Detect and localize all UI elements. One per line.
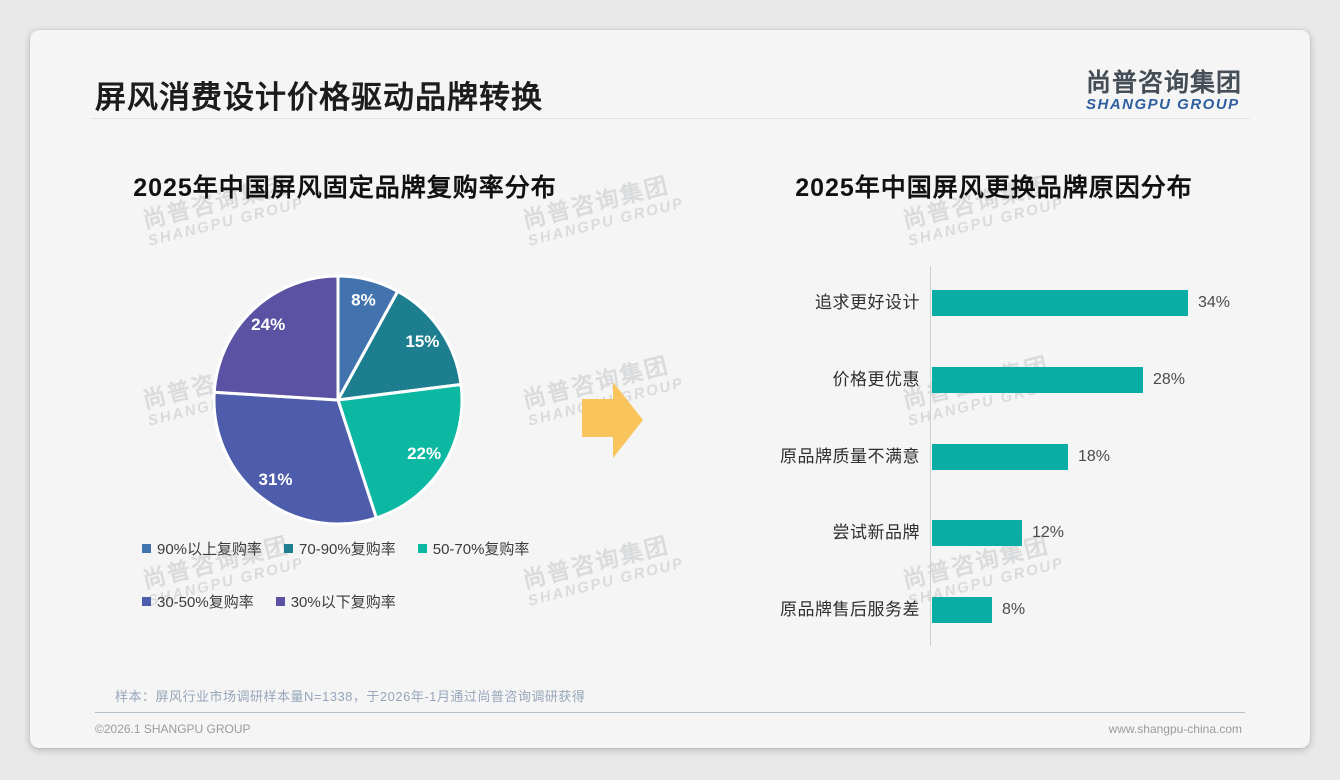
legend-item: 70-90%复购率 — [284, 538, 396, 559]
report-slide: 尚普咨询集团 SHANGPU GROUP 尚普咨询集团 SHANGPU GROUP 尚普… — [30, 30, 1310, 748]
bar-chart-title: 2025年中国屏风更换品牌原因分布 — [795, 174, 1193, 202]
legend-swatch — [417, 544, 427, 553]
pie-data-label: 8% — [351, 291, 376, 310]
legend-item: 30%以下复购率 — [275, 591, 396, 612]
pie-chart-title: 2025年中国屏风固定品牌复购率分布 — [133, 174, 557, 202]
bar-axis-line — [930, 266, 931, 646]
bar-34% — [932, 290, 1188, 316]
bar-12% — [932, 520, 1022, 546]
legend-swatch — [142, 597, 151, 606]
pie-chart: 8% 15% 22% 31% 24% — [208, 270, 468, 530]
pie-data-label: 15% — [405, 332, 439, 351]
legend-swatch — [275, 597, 285, 606]
pie-slice-31% — [212, 390, 378, 526]
legend-item: 50-70%复购率 — [417, 538, 530, 559]
bar-8% — [932, 597, 992, 623]
bar-row: 追求更好设计 34% — [720, 290, 1290, 316]
bar-row: 原品牌质量不满意 18% — [720, 444, 1290, 470]
footer-divider — [95, 712, 1245, 713]
bar-value-label: 12% — [1032, 524, 1065, 541]
pie-data-label: 31% — [258, 470, 292, 489]
title-divider — [90, 118, 1250, 119]
pie-data-label: 22% — [407, 444, 441, 463]
sample-footnote: 样本：屏风行业市场调研样本量N=1338，于2026年-1月通过尚普咨询调研获得 — [115, 689, 586, 704]
logo-english-text: SHANGPU GROUP — [1085, 96, 1240, 114]
bar-value-label: 8% — [1002, 601, 1026, 618]
page-title: 屏风消费设计价格驱动品牌转换 — [95, 80, 543, 115]
legend-label: 30-50%复购率 — [157, 594, 254, 611]
legend-label: 70-90%复购率 — [299, 541, 396, 558]
footer-website: www.shangpu-china.com — [1108, 722, 1242, 736]
bar-row: 尝试新品牌 12% — [720, 520, 1290, 546]
bar-18% — [932, 444, 1068, 470]
legend-item: 90%以上复购率 — [142, 538, 262, 559]
bar-category-label: 追求更好设计 — [815, 293, 920, 312]
bar-row: 原品牌售后服务差 8% — [720, 597, 1290, 623]
right-arrow-icon — [582, 382, 644, 458]
bar-value-label: 28% — [1153, 371, 1186, 388]
pie-slice-24% — [212, 274, 340, 402]
legend-label: 50-70%复购率 — [432, 541, 530, 558]
bar-category-label: 原品牌质量不满意 — [780, 447, 920, 466]
bar-value-label: 18% — [1078, 448, 1111, 465]
pie-slice-15% — [336, 289, 463, 402]
pie-legend: 90%以上复购率 70-90%复购率 50-70%复购率 30-50%复购率 30%以下… — [142, 538, 572, 612]
bar-28% — [932, 367, 1143, 393]
pie-data-label: 24% — [251, 315, 285, 334]
bar-row: 价格更优惠 28% — [720, 367, 1290, 393]
bar-category-label: 原品牌售后服务差 — [780, 600, 920, 619]
bar-value-label: 34% — [1198, 294, 1231, 311]
bar-chart: 追求更好设计 34% 价格更优惠 28% 原品牌质量不满意 18% 尝试新品牌 12% 原品牌售… — [720, 260, 1290, 660]
legend-label: 90%以上复购率 — [157, 541, 263, 558]
footer-copyright: ©2026.1 SHANGPU GROUP — [95, 722, 251, 736]
legend-swatch — [142, 544, 151, 553]
arrow-head — [613, 382, 643, 458]
company-logo: 尚普咨询集团 SHANGPU GROUP — [1085, 69, 1242, 114]
legend-swatch — [284, 544, 294, 553]
legend-label: 30%以下复购率 — [290, 594, 396, 611]
bar-category-label: 价格更优惠 — [832, 370, 920, 389]
pie-svg: 8% 15% 22% 31% 24% — [212, 274, 464, 526]
legend-item: 30-50%复购率 — [142, 591, 254, 612]
arrow-shaft — [582, 399, 613, 437]
bar-category-label: 尝试新品牌 — [832, 523, 920, 542]
logo-chinese-text: 尚普咨询集团 — [1085, 69, 1242, 97]
pie-slice-22% — [336, 382, 464, 520]
